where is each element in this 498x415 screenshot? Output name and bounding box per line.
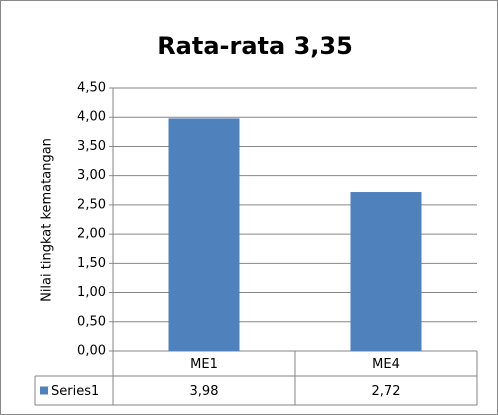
y-tick-label: 2,50 [77, 197, 106, 212]
bar [350, 192, 422, 351]
x-tick-label: ME1 [190, 357, 218, 372]
y-tick-label: 2,00 [77, 227, 106, 242]
y-tick-label: 4,00 [77, 110, 106, 125]
x-tick-label: ME4 [372, 357, 400, 372]
data-label: 3,98 [190, 384, 219, 399]
y-tick-label: 1,00 [77, 285, 106, 300]
y-tick-label: 1,50 [77, 256, 106, 271]
y-tick-label: 3,50 [77, 139, 106, 154]
y-tick-label: 3,00 [77, 168, 106, 183]
y-tick-label: 0,50 [77, 314, 106, 329]
legend-label: Series1 [51, 384, 99, 399]
y-tick-label: 0,00 [77, 344, 106, 359]
y-tick-label: 4,50 [77, 81, 106, 96]
y-axis-label: Nilai tingkat kematangan [40, 138, 55, 302]
bar [168, 118, 240, 351]
data-label: 2,72 [372, 384, 401, 399]
chart-title: Rata-rata 3,35 [157, 32, 353, 60]
legend-key [40, 386, 48, 395]
